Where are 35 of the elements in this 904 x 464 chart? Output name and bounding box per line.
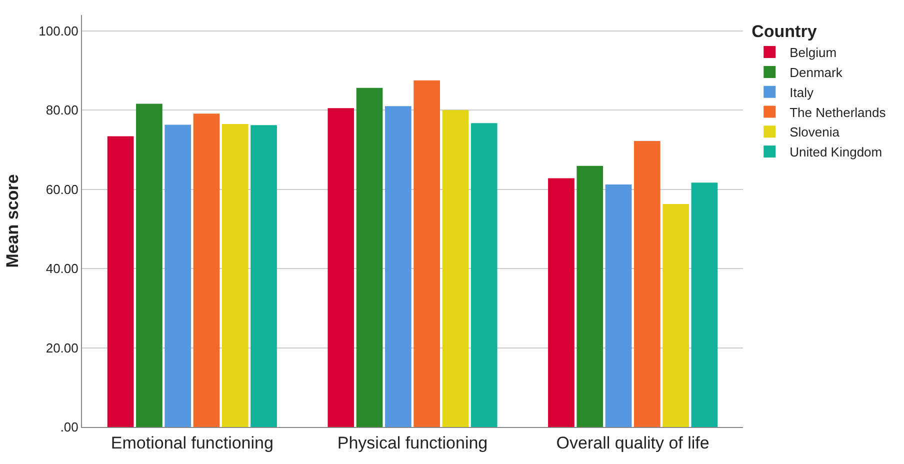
legend-label: The Netherlands xyxy=(790,104,886,120)
bar xyxy=(164,124,192,427)
bar xyxy=(414,80,440,427)
bar xyxy=(470,123,498,427)
legend-label: Italy xyxy=(790,84,814,100)
bar xyxy=(107,136,134,427)
bar xyxy=(634,140,660,427)
y-axis-title: Mean score xyxy=(3,174,22,268)
y-tick-label: 100.00 xyxy=(38,23,78,38)
y-tick-label: .00 xyxy=(60,420,78,435)
x-tick-label: Physical functioning xyxy=(337,433,488,452)
legend-title: Country xyxy=(752,22,818,42)
y-tick-label: 80.00 xyxy=(46,102,78,118)
y-tick-label: 40.00 xyxy=(46,261,78,276)
bar xyxy=(356,88,383,427)
y-tick-label: 60.00 xyxy=(46,182,78,197)
bar xyxy=(222,124,248,427)
legend-label: United Kingdom xyxy=(790,144,882,160)
x-tick-label: Overall quality of life xyxy=(556,433,710,452)
y-tick-label: 20.00 xyxy=(46,340,78,356)
bar xyxy=(691,182,718,427)
bar xyxy=(662,204,689,427)
bar xyxy=(136,104,162,427)
legend-label: Slovenia xyxy=(790,124,840,140)
legend-label: Belgium xyxy=(790,45,837,60)
bar xyxy=(385,106,412,427)
x-tick-label: Emotional functioning xyxy=(110,433,274,452)
legend-label: Denmark xyxy=(790,65,843,80)
bar xyxy=(576,166,604,427)
bar xyxy=(548,178,574,427)
bar xyxy=(442,110,469,427)
bar xyxy=(328,108,354,427)
bar xyxy=(193,114,220,427)
bar xyxy=(250,125,277,427)
bar xyxy=(605,184,632,427)
